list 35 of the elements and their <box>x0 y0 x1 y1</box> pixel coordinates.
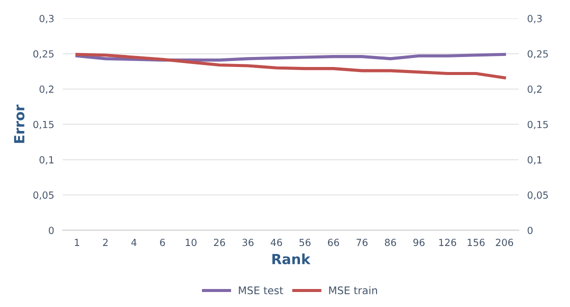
y2-tick-label: 0,3 <box>528 14 542 24</box>
legend-label: MSE test <box>238 286 284 294</box>
legend-label: MSE train <box>329 286 378 294</box>
y-tick-label: 0,2 <box>40 86 54 94</box>
x-tick-label: 26 <box>214 238 226 246</box>
x-tick-label: 86 <box>384 238 396 246</box>
x-tick-label: 56 <box>300 238 311 246</box>
x-tick-label: 4 <box>131 238 136 246</box>
y2-tick-label: 0,05 <box>528 191 548 200</box>
y-tick-label: 0,1 <box>40 156 54 164</box>
x-tick-label: 36 <box>242 238 254 246</box>
x-tick-label: 206 <box>496 238 514 246</box>
x-tick-label: 1 <box>74 238 80 246</box>
y2-tick-label: 0 <box>528 226 533 234</box>
y-axis-title: Error <box>14 104 24 143</box>
y2-tick-label: 0,1 <box>528 156 542 164</box>
x-tick-label: 76 <box>356 238 368 246</box>
y-tick-label: 0,25 <box>33 50 54 59</box>
x-tick-label: 126 <box>439 238 456 246</box>
y2-tick-label: 0,2 <box>528 86 542 94</box>
y-tick-label: 0,3 <box>40 14 54 24</box>
x-tick-label: 10 <box>186 238 196 246</box>
x-tick-label: 66 <box>328 238 340 246</box>
y-tick-label: 0,15 <box>33 120 54 130</box>
x-tick-label: 2 <box>103 238 108 246</box>
x-tick-label: 46 <box>270 238 282 246</box>
x-tick-label: 6 <box>160 238 165 246</box>
line-series <box>75 52 506 80</box>
y2-tick-label: 0,15 <box>528 120 548 130</box>
y-tick-label: 0 <box>48 226 54 234</box>
x-tick-label: 156 <box>468 238 485 246</box>
y-tick-label: 0,05 <box>33 191 54 200</box>
x-axis-title: Rank <box>272 254 311 264</box>
x-tick-label: 96 <box>413 238 425 246</box>
y2-tick-label: 0,25 <box>528 50 548 59</box>
